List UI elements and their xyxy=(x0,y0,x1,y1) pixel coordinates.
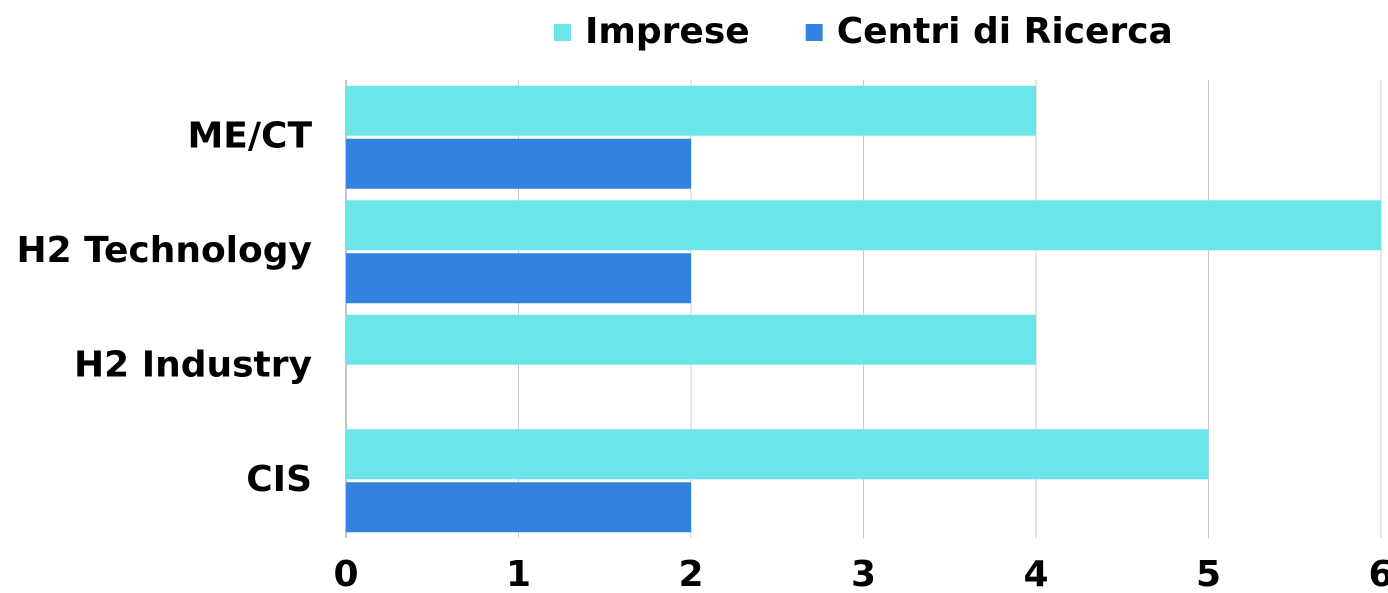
x-tick-label: 1 xyxy=(506,554,531,593)
legend-swatch xyxy=(554,24,571,41)
y-tick-label: H2 Technology xyxy=(16,230,312,271)
y-tick-label: ME/CT xyxy=(187,115,312,156)
x-tick-label: 2 xyxy=(678,554,703,593)
x-tick-label: 0 xyxy=(333,554,358,593)
bar xyxy=(346,200,1381,251)
bar xyxy=(346,138,691,189)
legend-label: Imprese xyxy=(585,11,750,52)
bar xyxy=(346,482,691,533)
x-tick-label: 3 xyxy=(851,554,876,593)
legend-label: Centri di Ricerca xyxy=(837,11,1173,52)
bar xyxy=(346,85,1036,136)
legend-swatch xyxy=(805,24,823,41)
bar xyxy=(346,429,1209,480)
bar xyxy=(346,314,1036,365)
x-tick-label: 4 xyxy=(1023,554,1048,593)
y-tick-label: H2 Industry xyxy=(74,344,312,385)
y-tick-label: CIS xyxy=(246,459,312,500)
x-tick-label: 6 xyxy=(1368,554,1388,593)
x-tick-label: 5 xyxy=(1196,554,1221,593)
bar xyxy=(346,253,691,304)
